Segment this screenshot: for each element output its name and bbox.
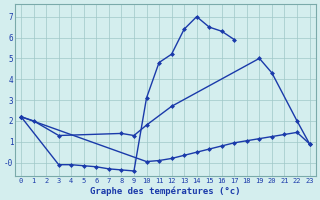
X-axis label: Graphe des températures (°c): Graphe des températures (°c) bbox=[90, 186, 241, 196]
